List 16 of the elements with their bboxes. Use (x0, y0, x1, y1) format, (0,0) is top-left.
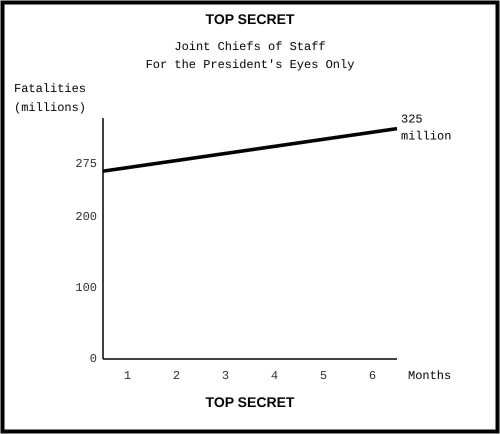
y-tick-label: 200 (75, 210, 97, 224)
x-tick-label: 5 (320, 369, 328, 383)
x-tick-label: 6 (368, 369, 376, 383)
y-axis-title: Fatalities (millions) (14, 82, 86, 115)
y-tick-label: 100 (75, 281, 97, 296)
chart-title: TOP SECRET (206, 11, 295, 27)
chart-subtitle: Joint Chiefs of Staff For the President's Eyes Only (146, 40, 354, 72)
text: TOP SECRET (206, 394, 295, 410)
x-tick-label: 2 (172, 369, 180, 383)
y-tick-label: 0 (90, 352, 97, 366)
x-tick-label: 3 (222, 369, 230, 383)
annotation: 325 million (401, 112, 452, 144)
y-tick-label: 275 (75, 157, 97, 172)
x-tick-label: 4 (270, 369, 278, 383)
x-tick-label: 1 (124, 369, 132, 383)
x-axis-title: Months (408, 369, 452, 383)
